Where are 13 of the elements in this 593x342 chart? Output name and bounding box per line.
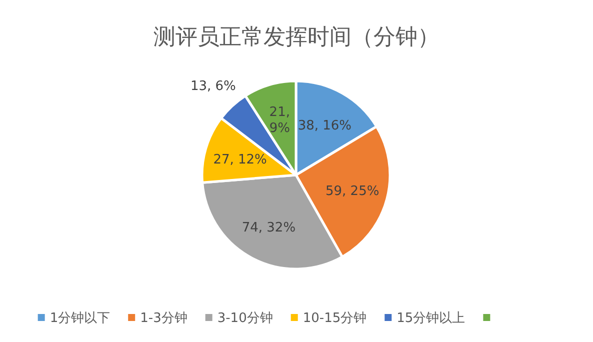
data-label: 21, 9% <box>269 105 290 136</box>
data-label: 27, 12% <box>213 152 267 168</box>
chart-title: 测评员正常发挥时间（分钟） <box>154 25 440 50</box>
data-label: 13, 6% <box>190 79 236 94</box>
data-label: 59, 25% <box>326 184 380 199</box>
legend-label: 15分钟以上 <box>396 311 466 326</box>
data-label: 38, 16% <box>298 118 352 134</box>
legend-label: 3-10分钟 <box>217 311 273 326</box>
legend-label: 1分钟以下 <box>50 311 110 326</box>
legend-label: 1-3分钟 <box>140 311 188 326</box>
data-label: 74, 32% <box>242 220 296 236</box>
pie-slice <box>201 174 344 270</box>
legend-label: 10-15分钟 <box>302 311 367 326</box>
